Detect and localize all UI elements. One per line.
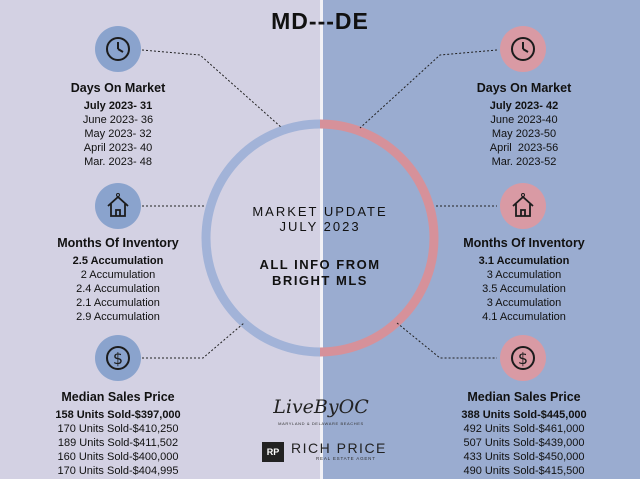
right-months-of-inventory: Months Of Inventory 3.1 Accumulation 3 A… xyxy=(444,236,604,324)
rich-price-logo-mark: RP xyxy=(262,442,284,462)
list-item: 3.5 Accumulation xyxy=(482,283,566,295)
left-panel-md xyxy=(0,0,322,479)
block-first-row: 3.1 Accumulation xyxy=(478,255,570,267)
list-item: 4.1 Accumulation xyxy=(482,311,566,323)
center-line-4: BRIGHT MLS xyxy=(272,273,368,288)
left-median-sales-price: Median Sales Price 158 Units Sold-$397,0… xyxy=(28,390,208,478)
list-item: 189 Units Sold-$411,502 xyxy=(57,437,179,449)
list-item: Mar. 2023- 48 xyxy=(84,156,152,168)
block-first-row: 158 Units Sold-$397,000 xyxy=(55,409,181,421)
connector-right-top xyxy=(359,49,498,129)
list-item: 160 Units Sold-$400,000 xyxy=(57,451,179,463)
list-item: 492 Units Sold-$461,000 xyxy=(463,423,585,435)
list-item: 2.1 Accumulation xyxy=(76,297,160,309)
rich-price-name: RICH PRICE xyxy=(291,440,387,456)
block-heading: Median Sales Price xyxy=(61,390,175,404)
connector-left-bottom xyxy=(142,322,245,359)
dollar-icon: $ xyxy=(500,335,546,381)
house-icon xyxy=(500,183,546,229)
list-item: 433 Units Sold-$450,000 xyxy=(463,451,585,463)
right-days-on-market: Days On Market July 2023- 42 June 2023-4… xyxy=(444,81,604,169)
connector-right-bottom xyxy=(396,322,497,359)
left-days-on-market: Days On Market July 2023- 31 June 2023- … xyxy=(38,81,198,169)
block-heading: Months Of Inventory xyxy=(463,236,585,250)
ring-right-arc xyxy=(319,119,439,357)
rich-price-role: REAL ESTATE AGENT xyxy=(316,456,376,461)
svg-text:$: $ xyxy=(113,349,123,368)
block-heading: Median Sales Price xyxy=(467,390,581,404)
list-item: April 2023- 40 xyxy=(83,142,153,154)
page-title: MD---DE xyxy=(271,8,369,34)
list-item: 2 Accumulation xyxy=(80,269,156,281)
list-item: 490 Units Sold-$415,500 xyxy=(463,465,585,477)
left-months-of-inventory: Months Of Inventory 2.5 Accumulation 2 A… xyxy=(38,236,198,324)
dollar-icon: $ xyxy=(95,335,141,381)
clock-icon xyxy=(500,26,546,72)
block-heading: Days On Market xyxy=(70,81,166,95)
ring-left-arc xyxy=(201,119,321,357)
list-item: 170 Units Sold-$410,250 xyxy=(57,423,179,435)
list-item: 3 Accumulation xyxy=(486,297,562,309)
block-first-row: 2.5 Accumulation xyxy=(72,255,164,267)
right-median-sales-price: Median Sales Price 388 Units Sold-$445,0… xyxy=(434,390,614,478)
list-item: June 2023-40 xyxy=(490,114,558,126)
clock-icon xyxy=(95,26,141,72)
house-icon xyxy=(95,183,141,229)
center-divider xyxy=(320,0,323,479)
block-heading: Months Of Inventory xyxy=(57,236,179,250)
block-first-row: July 2023- 42 xyxy=(489,100,559,112)
list-item: June 2023- 36 xyxy=(82,114,154,126)
livebyoc-logo: LiveByOC xyxy=(273,396,369,418)
list-item: 3 Accumulation xyxy=(486,269,562,281)
list-item: April 2023-56 xyxy=(489,142,559,154)
block-first-row: 388 Units Sold-$445,000 xyxy=(461,409,587,421)
block-first-row: July 2023- 31 xyxy=(83,100,153,112)
list-item: 507 Units Sold-$439,000 xyxy=(463,437,585,449)
center-line-1: MARKET UPDATE xyxy=(252,204,388,219)
right-panel-de xyxy=(322,0,640,479)
list-item: May 2023- 32 xyxy=(84,128,152,140)
list-item: May 2023-50 xyxy=(491,128,557,140)
livebyoc-logo-subtitle: MARYLAND & DELAWARE BEACHES xyxy=(278,421,364,426)
list-item: 2.9 Accumulation xyxy=(76,311,160,323)
center-line-3: ALL INFO FROM xyxy=(259,257,381,272)
list-item: 170 Units Sold-$404,995 xyxy=(57,465,179,477)
block-heading: Days On Market xyxy=(476,81,572,95)
svg-text:$: $ xyxy=(518,349,528,368)
list-item: Mar. 2023-52 xyxy=(491,156,557,168)
list-item: 2.4 Accumulation xyxy=(76,283,160,295)
center-line-2: JULY 2023 xyxy=(279,219,361,234)
